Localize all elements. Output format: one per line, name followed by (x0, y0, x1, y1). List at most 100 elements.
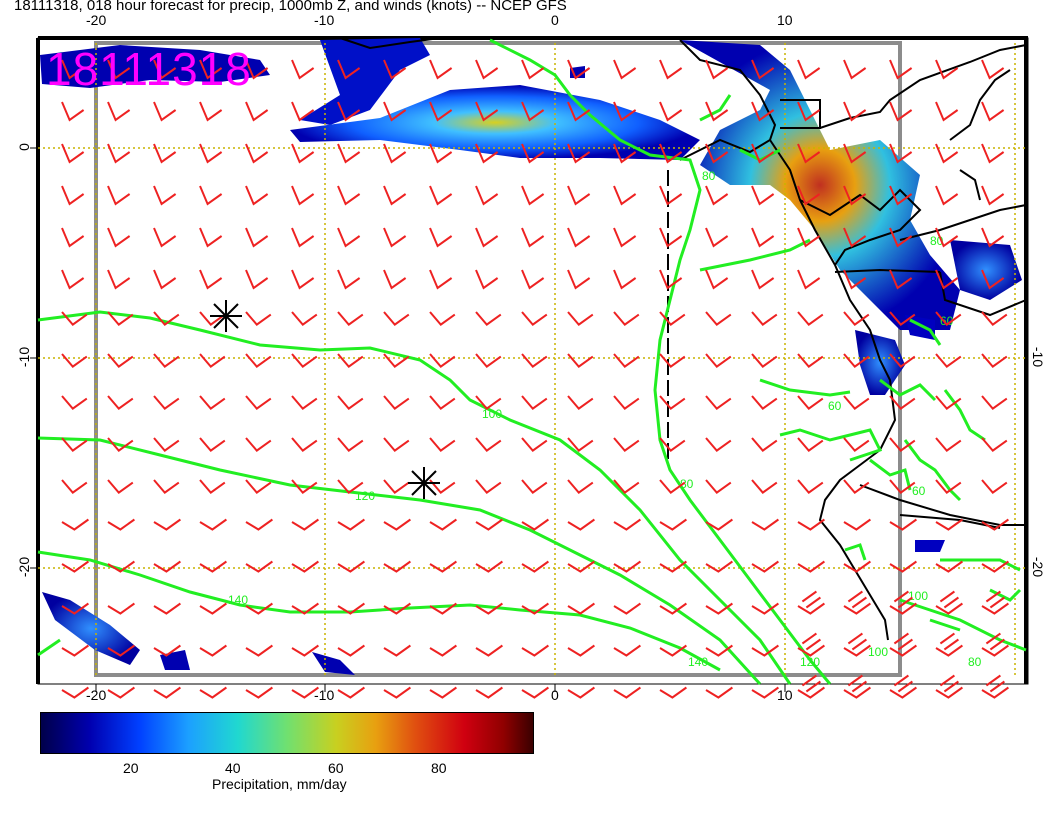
wind-barb (337, 686, 365, 699)
wind-barb (843, 560, 871, 573)
wind-barb (567, 395, 594, 410)
wind-barb (245, 185, 269, 206)
contour-label: 80 (702, 169, 716, 183)
wind-barb (107, 353, 134, 368)
wind-barb (153, 185, 177, 206)
wind-barb (383, 644, 411, 657)
wind-barb (291, 395, 318, 410)
wind-barb (383, 185, 407, 206)
contour-label: 120 (355, 489, 375, 503)
contour-label: 60 (828, 399, 842, 413)
wind-barb (613, 59, 637, 80)
wind-barb (521, 686, 549, 699)
wind-barb (981, 269, 1005, 290)
wind-barb (981, 590, 1009, 615)
contour-label: 100 (868, 645, 888, 659)
wind-barb (521, 479, 548, 494)
wind-barb (521, 353, 548, 368)
wind-barb (153, 479, 180, 494)
wind-barb (843, 632, 871, 657)
wind-barb (61, 479, 88, 494)
wind-barb (429, 311, 456, 326)
wind-barb (705, 395, 732, 410)
wind-barb (797, 590, 825, 615)
precip-colorbar (40, 712, 534, 754)
wind-barb (429, 437, 456, 452)
wind-barb (521, 227, 545, 248)
wind-barb (797, 227, 821, 248)
wind-barb (751, 269, 775, 290)
wind-barb (659, 644, 687, 657)
wind-barb (107, 479, 134, 494)
wind-barb (935, 311, 962, 326)
wind-barb (751, 686, 779, 699)
wind-barb (61, 686, 89, 699)
wind-barb (61, 185, 85, 206)
wind-barb (107, 185, 131, 206)
wind-barb (981, 674, 1009, 699)
wind-barb (383, 602, 411, 615)
wind-barb (797, 560, 825, 573)
contour-label-group: 100 80 120 140 140 120 100 80 60 60 80 6… (228, 169, 982, 669)
wind-barb (797, 185, 821, 206)
wind-barb (475, 185, 499, 206)
wind-barb (567, 518, 595, 531)
wind-barb (613, 686, 641, 699)
wind-barb (107, 59, 131, 80)
wind-barb (751, 602, 779, 615)
wind-barb (705, 437, 732, 452)
wind-barb (659, 185, 683, 206)
wind-barb (475, 560, 503, 573)
contour-label: 100 (482, 407, 502, 421)
wind-barb (981, 560, 1009, 573)
wind-barb (429, 269, 453, 290)
wind-barb (337, 479, 364, 494)
wind-barb (245, 644, 273, 657)
wind-barb (751, 353, 778, 368)
bottom-lon-label: -20 (86, 687, 107, 703)
wind-barb (199, 560, 227, 573)
wind-barb (291, 560, 319, 573)
wind-barb (613, 311, 640, 326)
contour-label: 140 (228, 593, 248, 607)
wind-barb (521, 59, 545, 80)
wind-barb (705, 59, 729, 80)
wind-barb (383, 560, 411, 573)
wind-barb (383, 686, 411, 699)
wind-barb (751, 185, 775, 206)
wind-barb (107, 437, 134, 452)
colorbar-title: Precipitation, mm/day (212, 776, 347, 792)
wind-barb (751, 59, 775, 80)
height-contours (37, 38, 1027, 686)
wind-barb (199, 602, 227, 615)
wind-barb (751, 395, 778, 410)
wind-barb (613, 479, 640, 494)
wind-barb (935, 590, 963, 615)
wind-barb (153, 560, 181, 573)
contour-label: 100 (908, 589, 928, 603)
wind-barb (613, 353, 640, 368)
wind-barb (751, 479, 778, 494)
wind-barb (889, 590, 917, 615)
wind-barb (153, 644, 181, 657)
wind-barb (199, 101, 223, 122)
wind-barb (521, 560, 549, 573)
contour-label: 60 (912, 484, 926, 498)
wind-barb (751, 518, 779, 531)
wind-barb (61, 59, 85, 80)
wind-barb (475, 602, 503, 615)
bottom-lon-label: 10 (777, 687, 793, 703)
wind-barb (935, 269, 959, 290)
wind-barb (659, 518, 687, 531)
wind-barb (61, 311, 88, 326)
wind-barb (843, 518, 871, 531)
wind-barb (291, 143, 315, 164)
wind-barb (797, 269, 821, 290)
wind-barb (567, 644, 595, 657)
left-lat-label: -20 (16, 556, 33, 578)
wind-barb (889, 143, 913, 164)
wind-barb (613, 269, 637, 290)
wind-barb (567, 269, 591, 290)
wind-barb (153, 437, 180, 452)
wind-barb (935, 227, 959, 248)
